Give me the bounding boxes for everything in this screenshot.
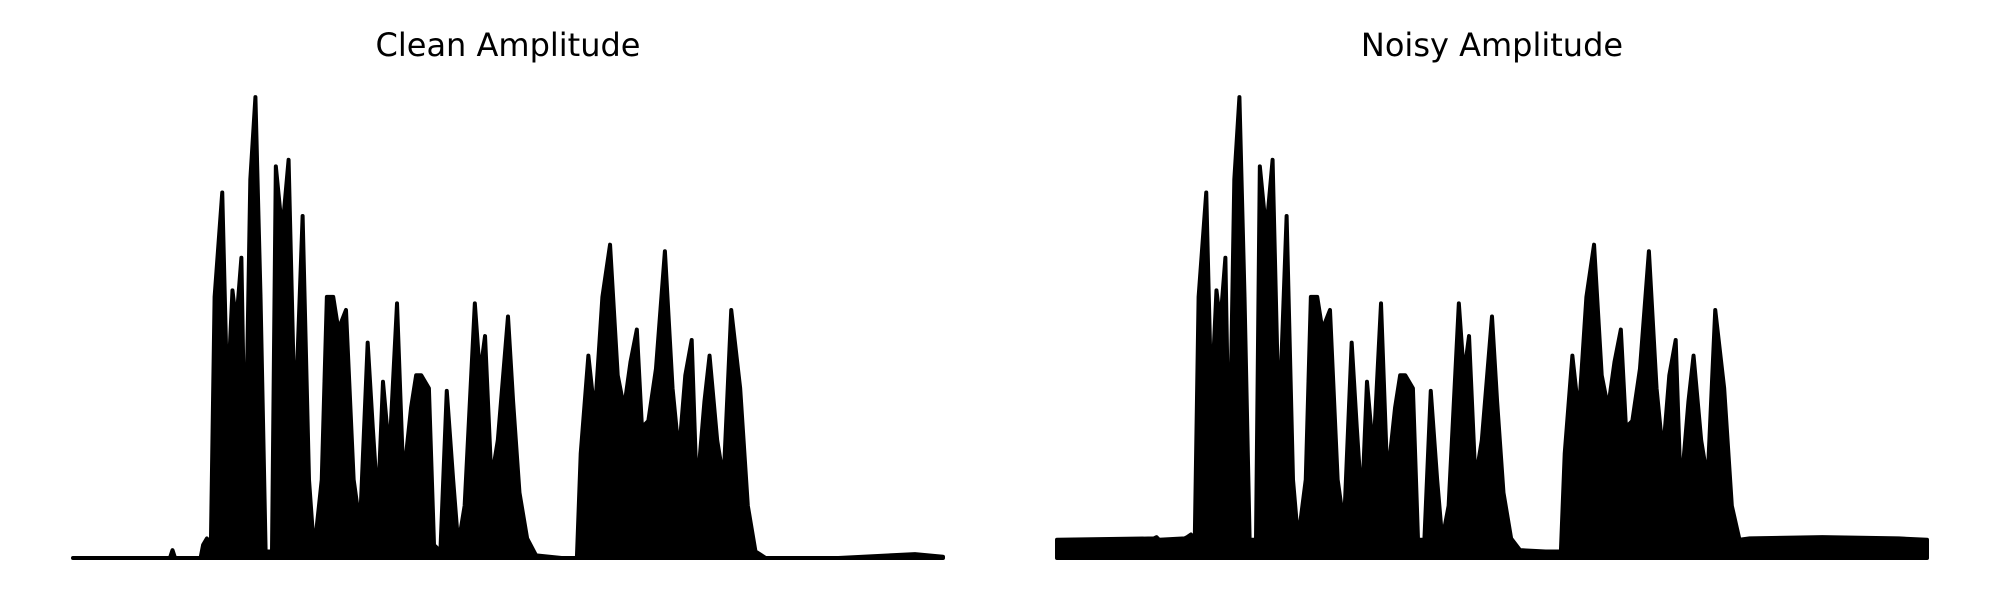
chart-title: Clean Amplitude [376,26,641,64]
amplitude-area [71,95,945,560]
amplitude-area [1055,95,1929,560]
chart-title: Noisy Amplitude [1361,26,1623,64]
